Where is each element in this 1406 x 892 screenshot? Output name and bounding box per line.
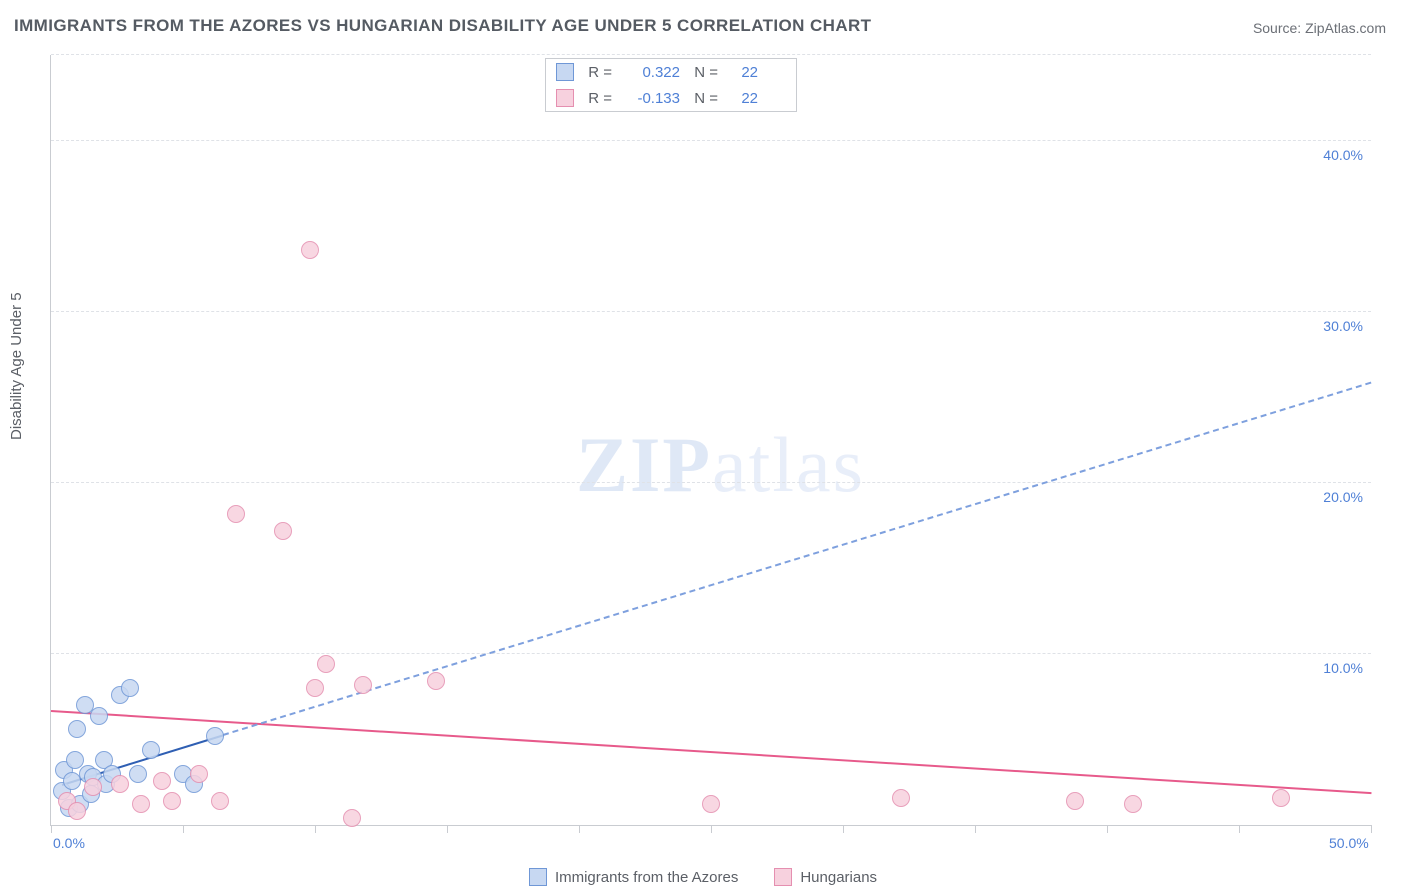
legend-swatch bbox=[556, 89, 574, 107]
data-point bbox=[702, 795, 720, 813]
legend-n-label: N = bbox=[690, 64, 718, 81]
legend-label: Immigrants from the Azores bbox=[555, 869, 738, 886]
data-point bbox=[68, 720, 86, 738]
y-tick-label: 30.0% bbox=[1323, 318, 1363, 334]
legend-label: Hungarians bbox=[800, 869, 877, 886]
x-tick bbox=[711, 825, 712, 833]
data-point bbox=[227, 505, 245, 523]
data-point bbox=[274, 522, 292, 540]
legend-n-value: 22 bbox=[728, 64, 758, 81]
legend-r-value: -0.133 bbox=[622, 90, 680, 107]
data-point bbox=[190, 765, 208, 783]
gridline bbox=[51, 653, 1371, 654]
x-tick bbox=[183, 825, 184, 833]
correlation-legend: R = 0.322 N = 22 R = -0.133 N = 22 bbox=[545, 58, 797, 112]
data-point bbox=[90, 707, 108, 725]
y-tick-label: 40.0% bbox=[1323, 147, 1363, 163]
data-point bbox=[111, 775, 129, 793]
legend-r-value: 0.322 bbox=[622, 64, 680, 81]
data-point bbox=[306, 679, 324, 697]
data-point bbox=[1066, 792, 1084, 810]
y-tick-label: 10.0% bbox=[1323, 660, 1363, 676]
gridline bbox=[51, 140, 1371, 141]
x-tick bbox=[1107, 825, 1108, 833]
legend-swatch bbox=[529, 868, 547, 886]
legend-n-value: 22 bbox=[728, 90, 758, 107]
data-point bbox=[892, 789, 910, 807]
legend-item: Hungarians bbox=[774, 868, 877, 886]
legend-row: R = 0.322 N = 22 bbox=[546, 59, 796, 85]
series-legend: Immigrants from the Azores Hungarians bbox=[0, 868, 1406, 886]
y-axis-title: Disability Age Under 5 bbox=[8, 292, 25, 440]
x-tick bbox=[315, 825, 316, 833]
data-point bbox=[68, 802, 86, 820]
x-tick bbox=[843, 825, 844, 833]
legend-item: Immigrants from the Azores bbox=[529, 868, 738, 886]
data-point bbox=[206, 727, 224, 745]
legend-swatch bbox=[774, 868, 792, 886]
x-tick bbox=[579, 825, 580, 833]
data-point bbox=[163, 792, 181, 810]
legend-r-label: R = bbox=[584, 64, 612, 81]
legend-n-label: N = bbox=[690, 90, 718, 107]
data-point bbox=[343, 809, 361, 827]
x-tick bbox=[975, 825, 976, 833]
data-point bbox=[427, 672, 445, 690]
plot-area: ZIPatlas 10.0%20.0%30.0%40.0%0.0%50.0% bbox=[50, 55, 1371, 826]
x-tick-label: 0.0% bbox=[53, 835, 85, 851]
data-point bbox=[211, 792, 229, 810]
gridline bbox=[51, 311, 1371, 312]
x-tick bbox=[1239, 825, 1240, 833]
data-point bbox=[301, 241, 319, 259]
legend-swatch bbox=[556, 63, 574, 81]
watermark: ZIPatlas bbox=[576, 420, 865, 510]
x-tick bbox=[1371, 825, 1372, 833]
trend-line bbox=[51, 710, 1371, 794]
x-tick bbox=[51, 825, 52, 833]
x-tick bbox=[447, 825, 448, 833]
legend-r-label: R = bbox=[584, 90, 612, 107]
y-tick-label: 20.0% bbox=[1323, 489, 1363, 505]
data-point bbox=[317, 655, 335, 673]
data-point bbox=[1272, 789, 1290, 807]
chart-title: IMMIGRANTS FROM THE AZORES VS HUNGARIAN … bbox=[14, 16, 871, 36]
source-attribution: Source: ZipAtlas.com bbox=[1253, 20, 1386, 36]
data-point bbox=[121, 679, 139, 697]
data-point bbox=[153, 772, 171, 790]
x-tick-label: 50.0% bbox=[1329, 835, 1369, 851]
gridline bbox=[51, 482, 1371, 483]
data-point bbox=[132, 795, 150, 813]
data-point bbox=[84, 778, 102, 796]
data-point bbox=[1124, 795, 1142, 813]
legend-row: R = -0.133 N = 22 bbox=[546, 85, 796, 111]
gridline bbox=[51, 54, 1371, 55]
data-point bbox=[129, 765, 147, 783]
data-point bbox=[142, 741, 160, 759]
data-point bbox=[354, 676, 372, 694]
